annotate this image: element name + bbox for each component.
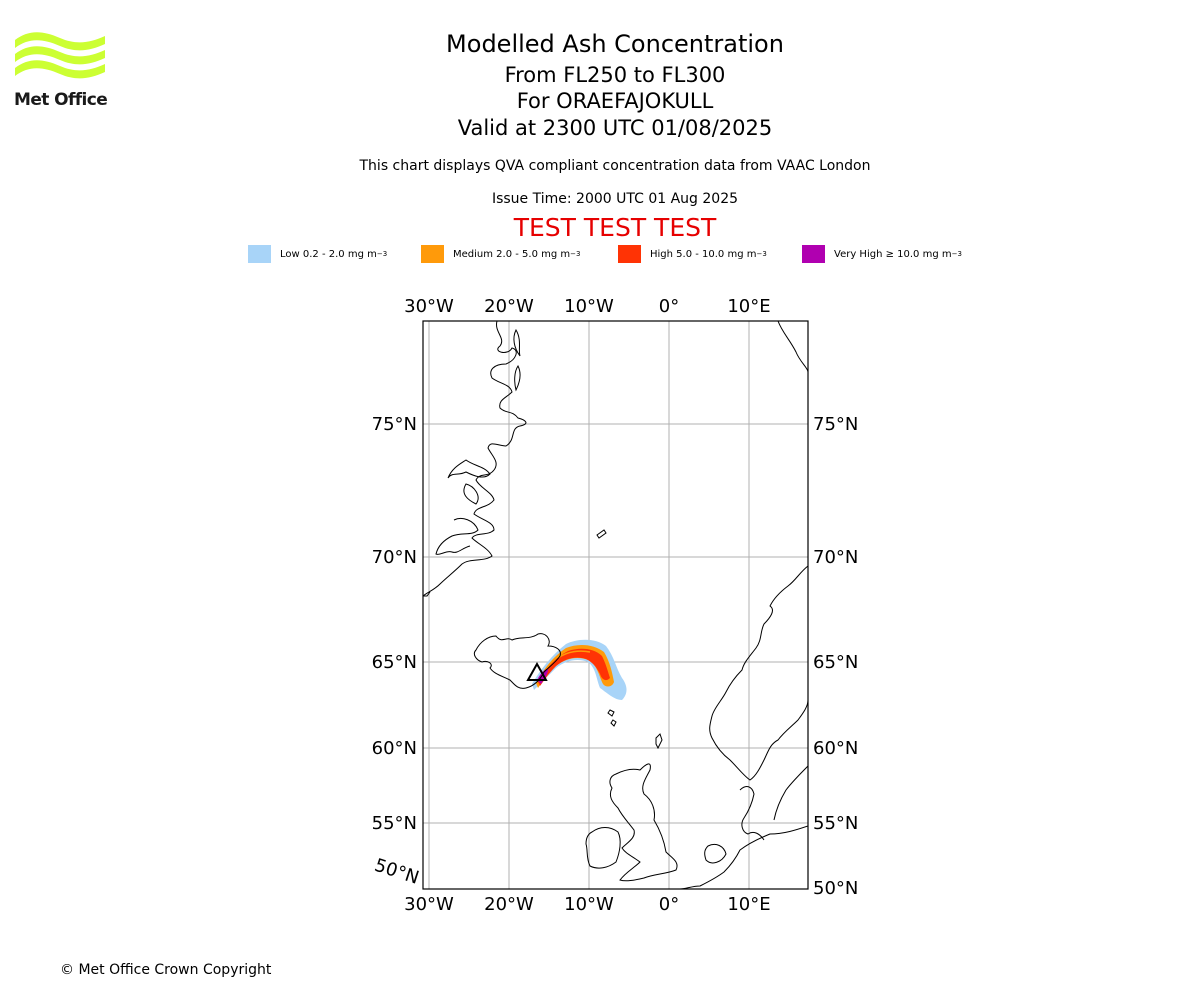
lon-tick-top: 10°E <box>727 296 770 317</box>
legend-label-high: High 5.0 - 10.0 mg m <box>650 248 757 260</box>
coast-faroe <box>607 709 617 727</box>
lon-tick-bottom: 20°W <box>484 894 534 915</box>
coast-norway <box>709 565 808 781</box>
lat-tick-left: 50°N <box>372 855 422 889</box>
lon-tick-top: 0° <box>659 296 679 317</box>
test-banner: TEST TEST TEST <box>513 213 717 242</box>
coast-continent <box>679 825 808 889</box>
legend-item-medium: Medium 2.0 - 5.0 mg m −3 <box>421 244 580 264</box>
lon-tick-bottom: 0° <box>659 894 679 915</box>
lat-tick-right: 60°N <box>813 738 858 759</box>
lat-tick-right: 75°N <box>813 414 858 435</box>
volcano-name: For ORAEFAJOKULL <box>516 89 714 113</box>
compliance-note: This chart displays QVA compliant concen… <box>359 158 871 174</box>
lon-tick-top: 30°W <box>404 296 454 317</box>
coast-shetland <box>655 733 663 750</box>
coast-jan-mayen <box>596 529 607 539</box>
lat-tick-left: 65°N <box>372 652 417 673</box>
flight-levels: From FL250 to FL300 <box>504 63 726 87</box>
volcano-marker-icon <box>526 661 548 681</box>
legend-swatch-medium <box>421 245 444 263</box>
legend-exp-medium: −3 <box>570 250 581 258</box>
coast-iceland <box>473 633 561 689</box>
coast-greenland-south <box>423 591 431 597</box>
coast-greenland-fjord-1 <box>513 328 521 357</box>
legend-exp-high: −3 <box>756 250 767 258</box>
issue-time: Issue Time: 2000 UTC 01 Aug 2025 <box>491 191 739 207</box>
copyright: © Met Office Crown Copyright <box>60 962 272 978</box>
lon-ticks-bottom: 30°W 20°W 10°W 0° 10°E <box>404 894 770 915</box>
coast-greenland-fjord-3 <box>447 459 491 479</box>
coastlines <box>423 321 808 889</box>
legend-exp-low: −3 <box>376 250 388 258</box>
lat-tick-right: 55°N <box>813 813 858 834</box>
met-office-wave-icon <box>15 32 105 79</box>
coast-greenland-fjord-4 <box>435 517 479 555</box>
map-frame <box>422 320 809 890</box>
legend-item-high: High 5.0 - 10.0 mg m −3 <box>618 244 767 264</box>
legend-swatch-high <box>618 245 641 263</box>
lat-tick-left: 60°N <box>372 738 417 759</box>
ash-high <box>538 648 610 686</box>
coast-great-britain <box>609 763 678 882</box>
lat-tick-right: 65°N <box>813 652 858 673</box>
coast-netherlands <box>704 843 727 864</box>
legend-swatch-very-high <box>802 245 825 263</box>
lat-tick-right: 50°N <box>813 878 858 899</box>
legend-label-very-high: Very High ≥ 10.0 mg m <box>834 248 952 260</box>
ash-inner-orange-band <box>557 650 591 659</box>
lon-tick-bottom: 30°W <box>404 894 454 915</box>
legend-swatch-low <box>248 245 271 263</box>
coast-denmark <box>739 786 765 841</box>
lat-tick-left: 75°N <box>372 414 417 435</box>
coast-svalbard-corner <box>777 321 808 373</box>
lon-tick-bottom: 10°E <box>727 894 770 915</box>
lat-tick-left: 55°N <box>372 813 417 834</box>
lon-tick-top: 20°W <box>484 296 534 317</box>
coast-greenland-fjord-2 <box>514 365 521 392</box>
valid-time: Valid at 2300 UTC 01/08/2025 <box>457 116 773 140</box>
lon-tick-top: 10°W <box>564 296 614 317</box>
coast-sweden <box>773 765 808 821</box>
lon-ticks-top: 30°W 20°W 10°W 0° 10°E <box>404 296 770 317</box>
legend-label-medium: Medium 2.0 - 5.0 mg m <box>453 248 571 260</box>
lat-tick-right: 70°N <box>813 547 858 568</box>
met-office-logo: Met Office <box>14 30 108 112</box>
legend-item-low: Low 0.2 - 2.0 mg m −3 <box>248 244 387 264</box>
coast-greenland-fjord-5 <box>463 483 479 505</box>
lat-tick-left: 70°N <box>372 547 417 568</box>
logo-text: Met Office <box>14 90 108 110</box>
lon-tick-bottom: 10°W <box>564 894 614 915</box>
coast-ireland <box>585 827 621 869</box>
coast-greenland <box>423 321 527 597</box>
legend-item-very-high: Very High ≥ 10.0 mg m −3 <box>802 244 962 264</box>
legend-exp-very-high: −3 <box>951 250 962 258</box>
lat-ticks-left: 75°N 70°N 65°N 60°N 55°N 50°N <box>372 414 422 889</box>
gridlines <box>423 321 808 889</box>
chart-title: Modelled Ash Concentration <box>446 30 784 58</box>
lat-ticks-right: 75°N 70°N 65°N 60°N 55°N 50°N <box>813 414 858 899</box>
map-content <box>423 321 808 889</box>
legend-label-low: Low 0.2 - 2.0 mg m <box>280 248 377 260</box>
